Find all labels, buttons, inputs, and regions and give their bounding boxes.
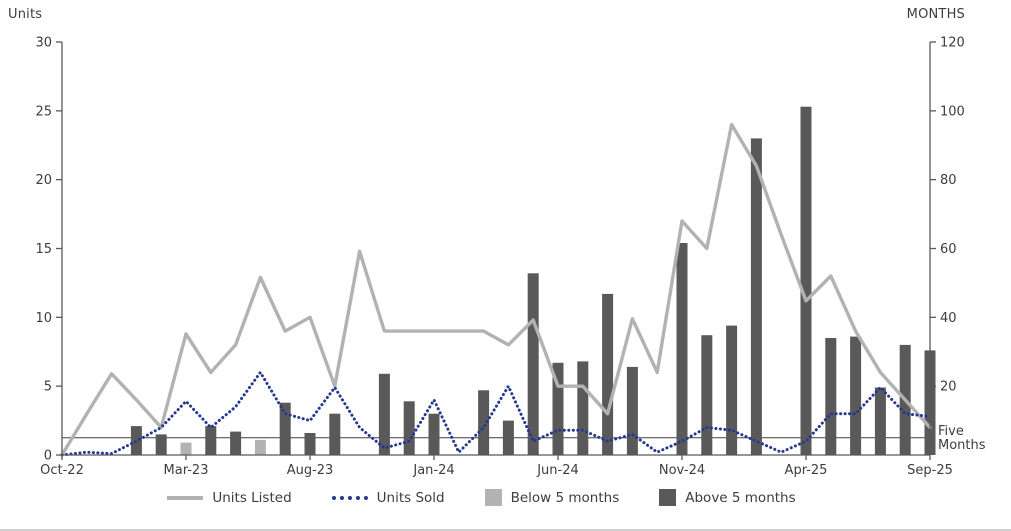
- right-axis-tick-label: 120: [940, 36, 965, 51]
- left-axis-tick-label: 25: [35, 104, 52, 119]
- above-5-months-bar: [378, 373, 390, 455]
- left-axis-tick-label: 10: [35, 311, 52, 326]
- above-5-months-bar: [701, 335, 713, 455]
- above-5-months-bar: [676, 243, 688, 455]
- left-axis-title: Units: [8, 7, 43, 22]
- legend-item-units-sold: Units Sold: [331, 489, 445, 506]
- units-sold-line: [60, 370, 932, 457]
- below-5-months-bar: [254, 439, 266, 455]
- units-listed-line: [60, 122, 932, 457]
- above-5-months-bar: [478, 390, 490, 455]
- above-5-months-bar: [403, 401, 415, 455]
- legend-label-below-5-months: Below 5 months: [510, 489, 620, 506]
- above-5-months-bar: [825, 338, 837, 455]
- right-axis-tick-label: 80: [940, 173, 957, 188]
- below-5-months-swatch: [484, 489, 502, 506]
- right-axis-tick-label: 20: [940, 380, 957, 395]
- right-axis-tick-label: 40: [940, 311, 957, 326]
- x-axis-tick-label: Jan-24: [412, 463, 454, 478]
- above-5-months-bar: [602, 293, 614, 455]
- x-axis-tick-label: Mar-23: [164, 463, 209, 478]
- x-axis-tick-label: Apr-25: [785, 463, 828, 478]
- x-axis-tick-label: Nov-24: [659, 463, 705, 478]
- legend-item-below-5-months: Below 5 months: [484, 489, 620, 506]
- above-5-months-bar: [230, 431, 242, 455]
- above-5-months-bar: [428, 413, 440, 455]
- above-5-months-bar: [205, 426, 217, 455]
- bottom-divider: [0, 529, 1011, 531]
- above-5-months-bar: [329, 413, 341, 455]
- left-axis-tick-label: 20: [35, 173, 52, 188]
- above-5-months-bar: [279, 402, 291, 455]
- above-5-months-bar: [626, 366, 638, 455]
- above-5-months-bar: [850, 336, 862, 455]
- legend: Units Listed Units Sold Below 5 months A…: [0, 489, 1011, 506]
- x-axis-tick-label: Oct-22: [40, 463, 84, 478]
- above-5-months-bar: [527, 273, 539, 455]
- x-axis-tick-label: Jun-24: [536, 463, 579, 478]
- legend-item-units-listed: Units Listed: [167, 489, 292, 506]
- left-axis-tick-label: 5: [44, 380, 52, 395]
- above-5-months-swatch: [659, 489, 677, 506]
- five-months-label-line1: Five: [938, 424, 964, 439]
- right-axis-tick-label: 60: [940, 242, 957, 257]
- below-5-months-bar: [180, 442, 192, 455]
- right-axis-title: MONTHS: [906, 7, 965, 22]
- left-axis-tick-label: 15: [35, 242, 52, 257]
- five-months-label-line2: Months: [938, 438, 986, 453]
- above-5-months-bar: [726, 325, 738, 455]
- legend-item-above-5-months: Above 5 months: [659, 489, 796, 506]
- above-5-months-bar: [750, 138, 762, 455]
- legend-label-units-listed: Units Listed: [212, 489, 292, 506]
- legend-label-above-5-months: Above 5 months: [685, 489, 796, 506]
- left-axis-tick-label: 30: [35, 36, 52, 51]
- above-5-months-bar: [577, 361, 589, 455]
- x-axis-tick-label: Sep-25: [907, 463, 953, 478]
- right-axis-tick-label: 100: [940, 104, 965, 119]
- above-5-months-bar: [502, 420, 514, 455]
- above-5-months-bar: [155, 434, 167, 455]
- x-axis-tick-label: Aug-23: [287, 463, 334, 478]
- units-listed-line-swatch: [167, 495, 204, 500]
- above-5-months-bar: [304, 433, 316, 455]
- above-5-months-bar: [800, 106, 812, 455]
- legend-label-units-sold: Units Sold: [376, 489, 445, 506]
- above-5-months-bar: [552, 362, 564, 455]
- above-5-months-bar: [874, 387, 886, 455]
- units-sold-dotted-line-swatch: [331, 495, 368, 500]
- left-axis-tick-label: 0: [44, 449, 52, 464]
